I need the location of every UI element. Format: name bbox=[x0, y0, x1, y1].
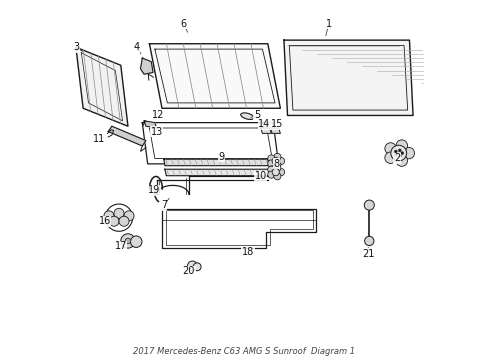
Polygon shape bbox=[260, 128, 271, 134]
Text: 4: 4 bbox=[134, 42, 140, 52]
Text: 5: 5 bbox=[253, 111, 260, 121]
Circle shape bbox=[114, 208, 124, 219]
Circle shape bbox=[193, 263, 201, 271]
Circle shape bbox=[273, 165, 281, 172]
Polygon shape bbox=[149, 44, 280, 108]
Circle shape bbox=[393, 150, 396, 153]
Text: 3: 3 bbox=[73, 42, 79, 52]
Polygon shape bbox=[140, 58, 153, 74]
Text: 2017 Mercedes-Benz C63 AMG S Sunroof  Diagram 1: 2017 Mercedes-Benz C63 AMG S Sunroof Dia… bbox=[133, 347, 355, 356]
Polygon shape bbox=[144, 121, 156, 128]
Circle shape bbox=[277, 168, 284, 176]
Circle shape bbox=[271, 168, 279, 176]
Circle shape bbox=[271, 157, 279, 165]
Circle shape bbox=[384, 152, 395, 163]
Polygon shape bbox=[284, 40, 412, 116]
Circle shape bbox=[273, 172, 281, 180]
Circle shape bbox=[400, 152, 403, 154]
Circle shape bbox=[384, 143, 395, 154]
Circle shape bbox=[273, 153, 281, 161]
Circle shape bbox=[109, 216, 119, 226]
Text: 16: 16 bbox=[98, 216, 111, 226]
Circle shape bbox=[124, 211, 134, 221]
Text: 20: 20 bbox=[183, 266, 195, 276]
Polygon shape bbox=[163, 159, 268, 166]
Text: 2: 2 bbox=[393, 153, 399, 163]
Circle shape bbox=[273, 162, 281, 169]
Circle shape bbox=[398, 154, 401, 157]
Circle shape bbox=[267, 160, 274, 167]
Circle shape bbox=[267, 166, 274, 173]
Circle shape bbox=[402, 147, 414, 159]
Text: 10: 10 bbox=[254, 171, 266, 181]
Text: 9: 9 bbox=[218, 152, 224, 162]
Circle shape bbox=[395, 140, 407, 151]
Circle shape bbox=[395, 155, 407, 166]
Polygon shape bbox=[108, 126, 145, 146]
Text: 6: 6 bbox=[180, 19, 186, 29]
Text: 12: 12 bbox=[152, 111, 164, 121]
Text: 11: 11 bbox=[93, 134, 105, 144]
Circle shape bbox=[364, 236, 373, 246]
Text: 14: 14 bbox=[258, 120, 270, 129]
Circle shape bbox=[125, 238, 131, 244]
Circle shape bbox=[277, 157, 284, 165]
Polygon shape bbox=[164, 169, 270, 176]
Text: 15: 15 bbox=[270, 120, 283, 129]
Text: 18: 18 bbox=[242, 247, 254, 257]
Text: 1: 1 bbox=[325, 19, 331, 29]
Text: 7: 7 bbox=[161, 200, 166, 210]
Polygon shape bbox=[76, 47, 128, 126]
Polygon shape bbox=[270, 128, 280, 134]
Circle shape bbox=[398, 149, 401, 152]
Circle shape bbox=[364, 200, 373, 210]
Circle shape bbox=[119, 216, 129, 226]
Text: 17: 17 bbox=[114, 241, 127, 251]
Ellipse shape bbox=[240, 113, 253, 120]
Text: 13: 13 bbox=[150, 127, 163, 136]
Text: 19: 19 bbox=[148, 185, 160, 195]
Circle shape bbox=[104, 211, 114, 221]
Text: 8: 8 bbox=[273, 159, 279, 169]
Circle shape bbox=[267, 171, 274, 178]
Circle shape bbox=[187, 261, 197, 271]
Text: 21: 21 bbox=[361, 248, 374, 258]
Circle shape bbox=[267, 155, 274, 162]
Circle shape bbox=[393, 153, 396, 156]
Circle shape bbox=[121, 234, 135, 248]
Circle shape bbox=[130, 236, 142, 247]
Circle shape bbox=[390, 145, 406, 161]
